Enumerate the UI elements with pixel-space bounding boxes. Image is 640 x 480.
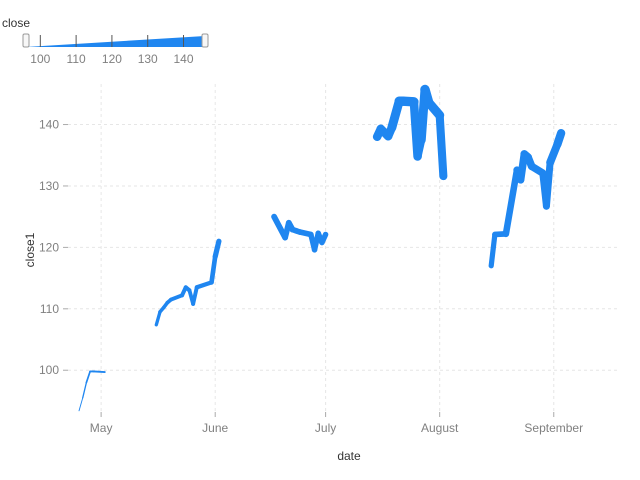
line-segment: [85, 370, 91, 384]
x-axis-ticks: May June July August September: [90, 412, 583, 435]
x-tick-label: June: [202, 421, 228, 435]
line-segment: [319, 231, 329, 246]
line-series: [78, 84, 566, 412]
legend-range-handle-min[interactable]: [22, 33, 30, 48]
line-segment: [82, 381, 88, 399]
legend-tick-label: 110: [67, 52, 86, 66]
legend-tick-label: 140: [174, 52, 194, 66]
line-segment: [154, 310, 162, 327]
line-segment: [553, 128, 566, 149]
legend-ticks: [39, 35, 185, 47]
legend-range-handle-max[interactable]: [201, 33, 209, 48]
line-segment: [92, 370, 106, 373]
legend-tick-label: 100: [30, 52, 50, 66]
x-tick-label: September: [524, 421, 583, 435]
line-segment: [488, 231, 498, 269]
y-tick-label: 130: [39, 179, 59, 193]
x-axis-title: date: [337, 449, 361, 463]
x-gridlines: [100, 84, 555, 412]
line-segment: [209, 254, 218, 285]
line-segment: [212, 238, 222, 260]
series-segment-group: [372, 84, 448, 181]
series-segment-group: [78, 370, 106, 412]
line-segment: [435, 111, 448, 181]
line-segment: [78, 397, 84, 412]
legend-title: close: [2, 16, 30, 30]
legend-size-ramp: [26, 36, 205, 47]
line-segment: [194, 280, 214, 290]
series-segment-group: [488, 128, 566, 269]
legend-tick-label: 120: [102, 52, 122, 66]
y-gridlines: [68, 124, 620, 371]
legend-tick-labels: 100 110 120 130 140: [30, 52, 194, 66]
line-segment: [191, 285, 199, 306]
legend-tick-label: 130: [138, 52, 158, 66]
x-tick-label: August: [421, 421, 459, 435]
y-tick-label: 120: [39, 240, 59, 254]
series-segment-group: [154, 238, 222, 327]
x-tick-label: July: [315, 421, 336, 435]
y-tick-label: 100: [39, 363, 59, 377]
y-tick-label: 110: [40, 302, 59, 316]
y-tick-label: 140: [39, 118, 59, 132]
line-segment: [542, 159, 554, 210]
x-tick-label: May: [90, 421, 113, 435]
y-axis-ticks: 100 110 120 130 140: [39, 118, 68, 377]
legend: close 100 110 120 130 140: [2, 16, 209, 66]
line-segment: [502, 166, 521, 238]
series-segment-group: [271, 213, 329, 253]
y-axis-title: close1: [23, 232, 37, 267]
